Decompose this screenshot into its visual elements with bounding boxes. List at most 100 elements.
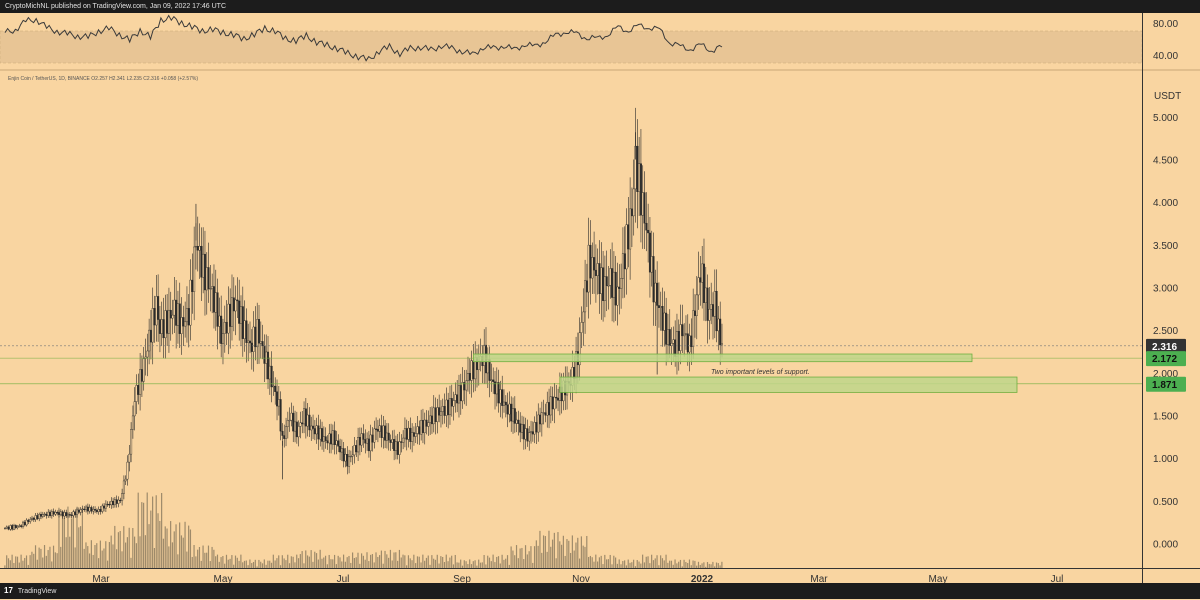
volume-bar xyxy=(182,537,184,569)
candle xyxy=(450,384,453,417)
volume-bar xyxy=(54,552,56,569)
price-axis-unit: USDT xyxy=(1154,91,1181,102)
candle xyxy=(41,511,44,519)
candle-body xyxy=(681,324,684,337)
candle-body xyxy=(389,439,392,443)
candle xyxy=(27,518,30,524)
price-tick-label: 4.500 xyxy=(1153,156,1178,167)
candle xyxy=(176,290,179,344)
volume-bar xyxy=(229,558,231,569)
volume-bar xyxy=(168,546,170,569)
candle xyxy=(407,420,410,448)
candle xyxy=(148,318,151,365)
volume-bar xyxy=(492,554,494,569)
volume-bar xyxy=(60,546,62,569)
candle-body xyxy=(625,224,628,270)
candle-body xyxy=(587,244,590,293)
candle xyxy=(14,524,17,530)
candle xyxy=(367,430,370,458)
candle xyxy=(582,288,585,346)
candle-body xyxy=(555,396,558,399)
volume-bar xyxy=(258,559,260,569)
volume-bar xyxy=(135,543,138,569)
volume-bar xyxy=(373,562,375,569)
volume-bar xyxy=(526,554,528,569)
candle-body xyxy=(652,256,655,303)
candle xyxy=(355,440,358,457)
candle-body xyxy=(416,426,419,434)
candle-body xyxy=(193,246,196,292)
candle xyxy=(205,252,208,315)
volume-bar xyxy=(144,535,147,569)
volume-bar xyxy=(25,555,28,569)
volume-bar xyxy=(559,541,561,569)
candle-body xyxy=(155,296,158,326)
volume-bar xyxy=(424,560,426,569)
volume-bar xyxy=(512,550,514,569)
candle-body xyxy=(13,525,16,530)
candle xyxy=(699,255,702,306)
candle xyxy=(461,367,464,409)
candle xyxy=(589,220,592,305)
candle-body xyxy=(531,431,534,435)
candle xyxy=(25,518,28,527)
candle xyxy=(506,392,509,428)
candle xyxy=(618,264,621,315)
candle xyxy=(18,523,21,528)
candle-body xyxy=(106,503,109,506)
volume-bar xyxy=(501,554,503,569)
candle-body xyxy=(542,412,545,414)
volume-bar xyxy=(83,548,85,569)
volume-bar xyxy=(530,546,532,569)
volume-bar xyxy=(224,563,226,569)
candle-body xyxy=(184,321,187,327)
candle xyxy=(425,410,428,435)
candle xyxy=(593,231,596,294)
volume-bar xyxy=(606,559,608,569)
volume-bar xyxy=(317,559,319,569)
volume-bar xyxy=(348,555,350,569)
candle xyxy=(346,446,349,475)
volume-bar xyxy=(487,555,489,569)
volume-bar xyxy=(564,555,566,569)
volume-bar xyxy=(79,526,82,569)
candle-body xyxy=(267,351,270,380)
candle-body xyxy=(609,268,612,286)
volume-bar xyxy=(184,521,186,569)
candle-body xyxy=(259,341,262,344)
volume-bar xyxy=(22,560,24,569)
candle-body xyxy=(717,318,720,332)
candle-body xyxy=(636,145,639,192)
candle xyxy=(279,391,282,441)
candle-body xyxy=(382,425,385,438)
volume-bar xyxy=(514,555,516,569)
candle xyxy=(232,277,235,332)
candle xyxy=(530,420,533,444)
candle xyxy=(115,495,118,508)
candle-body xyxy=(420,420,423,435)
candle xyxy=(47,509,50,518)
candle xyxy=(411,423,414,453)
volume-bar xyxy=(202,545,204,569)
candle xyxy=(68,511,71,518)
candle-body xyxy=(630,208,633,217)
candle xyxy=(708,286,711,340)
candle-body xyxy=(677,330,680,351)
volume-bar xyxy=(661,558,664,569)
volume-bar xyxy=(47,550,49,569)
candle-body xyxy=(402,437,405,443)
price-tick-label: 3.500 xyxy=(1153,241,1178,252)
candle xyxy=(86,503,89,515)
candle-body xyxy=(167,309,170,334)
volume-bar xyxy=(413,554,415,569)
volume-bar xyxy=(123,526,125,569)
candle xyxy=(675,313,678,375)
candle xyxy=(369,424,372,461)
candle-body xyxy=(158,319,161,334)
candle-body xyxy=(540,412,543,425)
volume-bars xyxy=(4,492,723,569)
price-chart[interactable]: 80.00 40.00 Enjin Coin / TetherUS, 1D, B… xyxy=(0,13,1200,583)
volume-bar xyxy=(672,564,674,569)
candle-body xyxy=(301,422,304,425)
volume-bar xyxy=(546,551,548,569)
